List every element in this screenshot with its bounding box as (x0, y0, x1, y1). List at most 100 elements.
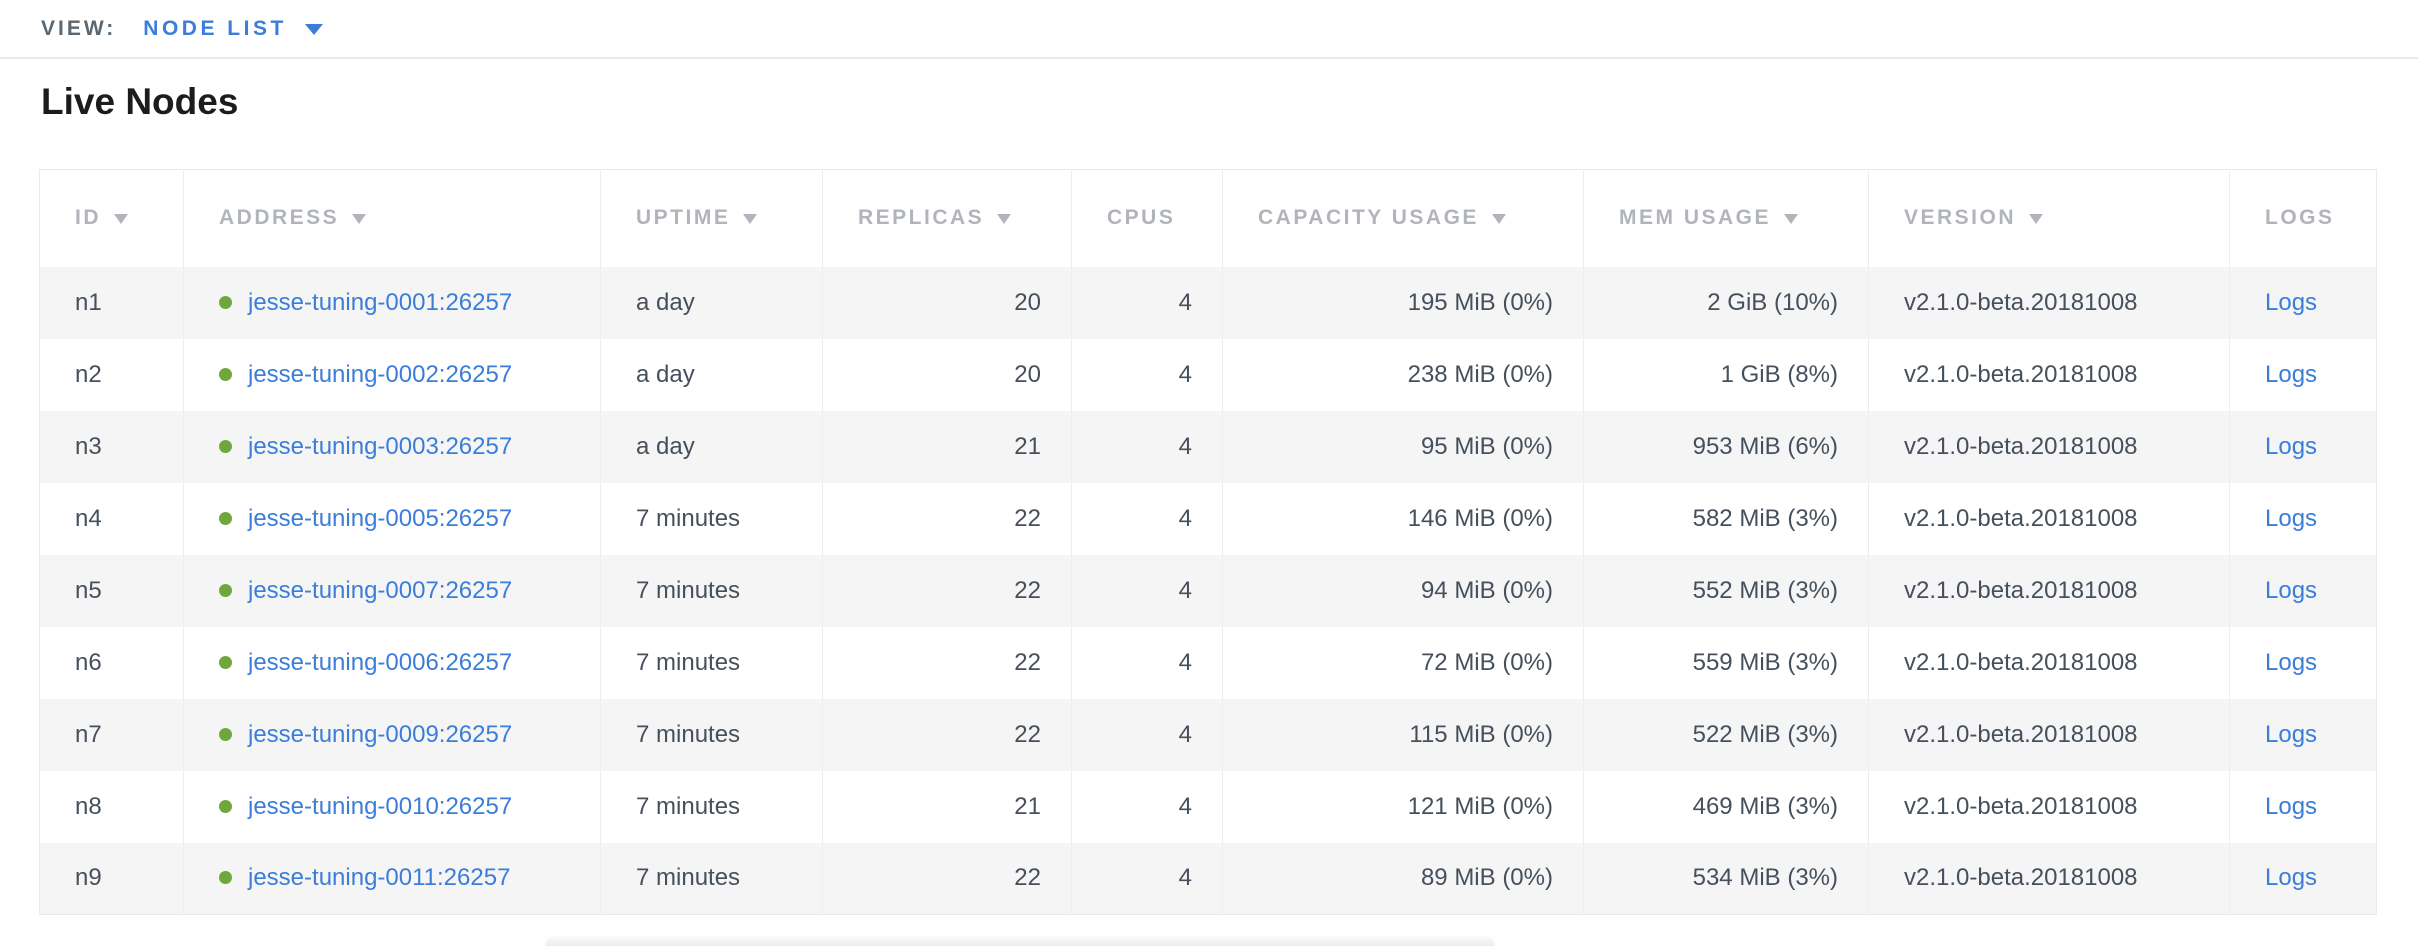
column-header-capacity-usage[interactable]: CAPACITY USAGE (1222, 169, 1584, 267)
sort-arrow-icon (1491, 214, 1506, 225)
node-uptime-cell: 7 minutes (600, 698, 823, 771)
node-address-cell: jesse-tuning-0011:26257 (183, 842, 601, 915)
table-row: n8 jesse-tuning-0010:26257 7 minutes 21 4 121… (39, 770, 2377, 843)
node-logs-cell: Logs (2230, 627, 2377, 699)
live-nodes-table: ID ADDRESS UPTIME REPLICAS CPUS CAPACITY… (39, 169, 2377, 915)
node-logs-cell: Logs (2230, 267, 2377, 339)
node-mem-usage-cell: 534 MiB (3%) (1583, 842, 1869, 915)
node-logs-cell: Logs (2230, 411, 2377, 483)
node-id-cell: n1 (39, 266, 184, 339)
node-version-cell: v2.1.0-beta.20181008 (1868, 842, 2230, 915)
column-header-version[interactable]: VERSION (1868, 169, 2230, 267)
column-header-label: CPUS (1107, 206, 1176, 230)
node-logs-cell: Logs (2230, 555, 2377, 627)
column-header-cpus: CPUS (1071, 169, 1223, 267)
node-address-link[interactable]: jesse-tuning-0002:26257 (248, 360, 513, 388)
node-uptime-cell: 7 minutes (600, 626, 823, 699)
live-status-dot-icon (219, 511, 232, 525)
node-address-link[interactable]: jesse-tuning-0006:26257 (248, 648, 513, 676)
sort-arrow-icon (1784, 214, 1799, 225)
view-selector-dropdown[interactable]: NODE LIST (143, 17, 323, 41)
node-version-cell: v2.1.0-beta.20181008 (1868, 410, 2230, 483)
logs-link[interactable]: Logs (2265, 864, 2318, 892)
node-mem-usage-cell: 953 MiB (6%) (1583, 410, 1869, 483)
chevron-down-icon (304, 24, 323, 35)
node-address-link[interactable]: jesse-tuning-0007:26257 (248, 576, 513, 604)
node-mem-usage-cell: 1 GiB (8%) (1583, 338, 1869, 411)
table-row: n4 jesse-tuning-0005:26257 7 minutes 22 4 146… (39, 482, 2377, 555)
node-address-link[interactable]: jesse-tuning-0005:26257 (248, 504, 513, 532)
live-status-dot-icon (219, 367, 232, 381)
view-bar: VIEW: NODE LIST (0, 0, 2418, 59)
logs-link[interactable]: Logs (2265, 720, 2318, 748)
logs-link[interactable]: Logs (2265, 288, 2318, 316)
node-address-cell: jesse-tuning-0001:26257 (183, 266, 601, 339)
logs-link[interactable]: Logs (2265, 648, 2318, 676)
node-logs-cell: Logs (2230, 771, 2377, 843)
node-uptime-cell: 7 minutes (600, 554, 823, 627)
live-status-dot-icon (219, 655, 232, 669)
node-address-link[interactable]: jesse-tuning-0003:26257 (248, 432, 513, 460)
logs-link[interactable]: Logs (2265, 432, 2318, 460)
node-address-link[interactable]: jesse-tuning-0001:26257 (248, 288, 513, 316)
node-id-cell: n3 (39, 410, 184, 483)
node-replicas-cell: 20 (822, 266, 1072, 339)
sort-arrow-icon (743, 214, 758, 225)
table-header-row: ID ADDRESS UPTIME REPLICAS CPUS CAPACITY… (39, 169, 2377, 267)
logs-link[interactable]: Logs (2265, 360, 2318, 388)
column-header-address[interactable]: ADDRESS (183, 169, 601, 267)
column-header-uptime[interactable]: UPTIME (600, 169, 823, 267)
node-address-cell: jesse-tuning-0002:26257 (183, 338, 601, 411)
live-status-dot-icon (219, 583, 232, 597)
column-header-label: ID (75, 206, 101, 230)
table-row: n7 jesse-tuning-0009:26257 7 minutes 22 4 115… (39, 698, 2377, 771)
node-mem-usage-cell: 559 MiB (3%) (1583, 626, 1869, 699)
node-uptime-cell: 7 minutes (600, 842, 823, 915)
node-mem-usage-cell: 469 MiB (3%) (1583, 770, 1869, 843)
logs-link[interactable]: Logs (2265, 504, 2318, 532)
node-address-link[interactable]: jesse-tuning-0010:26257 (248, 792, 513, 820)
node-logs-cell: Logs (2230, 339, 2377, 411)
node-address-link[interactable]: jesse-tuning-0011:26257 (248, 864, 511, 892)
node-replicas-cell: 22 (822, 698, 1072, 771)
node-address-link[interactable]: jesse-tuning-0009:26257 (248, 720, 513, 748)
view-label: VIEW: (41, 16, 117, 40)
table-row: n9 jesse-tuning-0011:26257 7 minutes 22 4 89 … (39, 842, 2377, 915)
node-capacity-usage-cell: 238 MiB (0%) (1222, 338, 1584, 411)
node-id-cell: n2 (39, 338, 184, 411)
node-mem-usage-cell: 2 GiB (10%) (1583, 266, 1869, 339)
view-selected-value: NODE LIST (143, 16, 287, 40)
column-header-label: CAPACITY USAGE (1258, 206, 1479, 230)
node-id-cell: n8 (39, 770, 184, 843)
node-uptime-cell: a day (600, 266, 823, 339)
live-status-dot-icon (219, 871, 232, 885)
column-header-mem-usage[interactable]: MEM USAGE (1583, 169, 1869, 267)
node-cpus-cell: 4 (1071, 626, 1223, 699)
node-address-cell: jesse-tuning-0005:26257 (183, 482, 601, 555)
node-capacity-usage-cell: 115 MiB (0%) (1222, 698, 1584, 771)
node-uptime-cell: 7 minutes (600, 770, 823, 843)
column-header-label: ADDRESS (219, 206, 340, 230)
column-header-logs: LOGS (2230, 170, 2377, 267)
node-id-cell: n9 (39, 842, 184, 915)
node-version-cell: v2.1.0-beta.20181008 (1868, 626, 2230, 699)
table-row: n1 jesse-tuning-0001:26257 a day 20 4 195 MiB… (39, 266, 2377, 339)
node-logs-cell: Logs (2230, 483, 2377, 555)
node-capacity-usage-cell: 95 MiB (0%) (1222, 410, 1584, 483)
column-header-label: REPLICAS (858, 206, 985, 230)
node-replicas-cell: 22 (822, 482, 1072, 555)
live-status-dot-icon (219, 439, 232, 453)
logs-link[interactable]: Logs (2265, 792, 2318, 820)
sort-arrow-icon (114, 214, 128, 225)
column-header-replicas[interactable]: REPLICAS (822, 169, 1072, 267)
node-id-cell: n4 (39, 482, 184, 555)
table-row: n3 jesse-tuning-0003:26257 a day 21 4 95 MiB … (39, 410, 2377, 483)
column-header-id[interactable]: ID (39, 169, 184, 267)
node-capacity-usage-cell: 121 MiB (0%) (1222, 770, 1584, 843)
node-cpus-cell: 4 (1071, 482, 1223, 555)
logs-link[interactable]: Logs (2265, 576, 2318, 604)
node-replicas-cell: 21 (822, 410, 1072, 483)
node-version-cell: v2.1.0-beta.20181008 (1868, 266, 2230, 339)
node-replicas-cell: 22 (822, 626, 1072, 699)
node-address-cell: jesse-tuning-0003:26257 (183, 410, 601, 483)
